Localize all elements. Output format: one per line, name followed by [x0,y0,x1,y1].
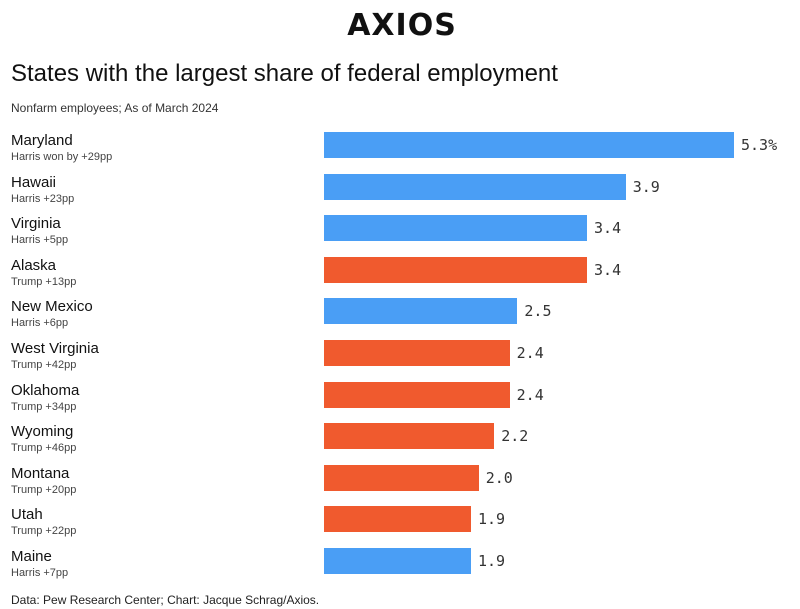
bar [324,464,479,491]
margin-note: Harris +7pp [11,567,69,579]
bar [324,340,510,366]
chart-row: Wyoming Trump +46pp 2.2 [0,423,800,465]
category-label: Maryland [11,132,73,149]
margin-note: Trump +13pp [11,275,77,288]
margin-note: Trump +42pp [11,359,77,371]
margin-note: Harris +5pp [11,234,69,247]
data-label: 2.0 [485,468,513,487]
axios-logo: AXIOS [0,6,800,44]
data-label: 2.2 [501,427,529,446]
data-label: 3.9 [632,177,660,196]
bar [324,256,588,283]
category-label: Alaska [11,256,57,274]
category-label: Oklahoma [11,381,80,399]
category-label: Montana [11,464,70,482]
category-label: Maine [11,548,52,565]
chart-subtitle: Nonfarm employees; As of March 2024 [11,101,219,115]
margin-note: Trump +20pp [11,483,77,496]
category-label: Utah [11,506,43,524]
data-label: 5.3% [741,136,778,154]
category-label: West Virginia [11,340,99,357]
data-label: 1.9 [477,552,506,570]
data-label: 2.4 [516,385,544,404]
bar [324,548,471,574]
chart-row: Utah Trump +22pp 1.9 [0,506,800,548]
chart-title: States with the largest share of federal… [11,60,558,87]
category-label: Wyoming [11,423,74,441]
margin-note: Trump +22pp [11,525,77,538]
margin-note: Harris won by +29pp [11,151,113,163]
chart-row: Maryland Harris won by +29pp 5.3% [0,132,800,174]
margin-note: Harris +6pp [11,317,69,330]
chart-row: Alaska Trump +13pp 3.4 [0,256,800,299]
data-label: 3.4 [594,260,622,279]
bar [324,381,510,408]
bar [324,173,626,200]
bar [324,423,495,450]
chart-row: Maine Harris +7pp 1.9 [0,548,800,590]
category-label: Virginia [11,215,61,233]
axios-logo-text: AXIOS [347,7,457,43]
bar [324,506,471,533]
margin-note: Trump +46pp [11,442,77,455]
chart-row: Montana Trump +20pp 2.0 [0,464,800,507]
source-footer: Data: Pew Research Center; Chart: Jacque… [11,593,320,607]
bar [324,132,734,158]
data-label: 1.9 [477,510,506,529]
bar [324,298,518,325]
chart-row: New Mexico Harris +6pp 2.5 [0,298,800,340]
bar [324,215,588,242]
chart-row: West Virginia Trump +42pp 2.4 [0,340,800,382]
chart-row: Oklahoma Trump +34pp 2.4 [0,381,800,424]
data-label: 2.5 [524,302,552,321]
chart-row: Virginia Harris +5pp 3.4 [0,215,800,257]
margin-note: Harris +23pp [11,192,75,205]
category-label: New Mexico [11,298,93,316]
chart-row: Hawaii Harris +23pp 3.9 [0,173,800,216]
category-label: Hawaii [11,173,57,191]
data-label: 2.4 [516,344,544,362]
margin-note: Trump +34pp [11,400,77,413]
data-label: 3.4 [594,219,622,238]
